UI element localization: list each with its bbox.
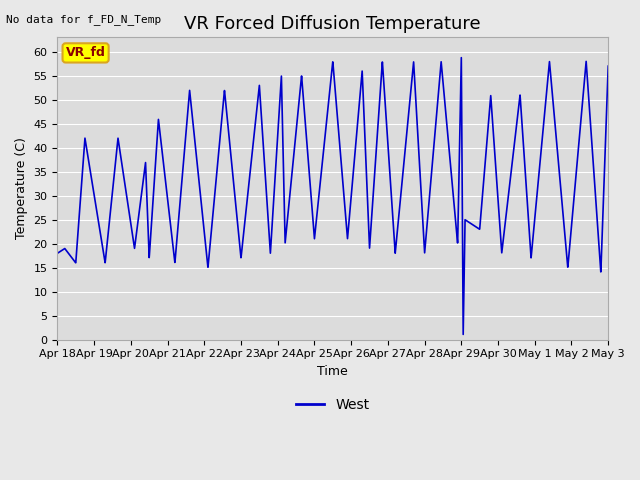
- Y-axis label: Temperature (C): Temperature (C): [15, 138, 28, 240]
- Text: VR_fd: VR_fd: [66, 47, 106, 60]
- Title: VR Forced Diffusion Temperature: VR Forced Diffusion Temperature: [184, 15, 481, 33]
- X-axis label: Time: Time: [317, 365, 348, 378]
- Legend: West: West: [291, 392, 375, 418]
- Text: No data for f_FD_N_Temp: No data for f_FD_N_Temp: [6, 14, 162, 25]
